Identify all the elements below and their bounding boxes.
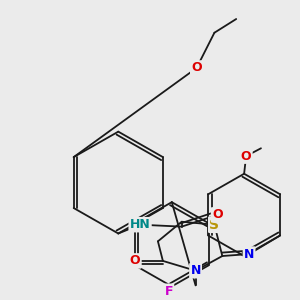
Text: HN: HN [130,218,151,231]
Text: O: O [241,150,251,163]
Text: O: O [130,254,140,267]
Text: N: N [190,264,201,277]
Text: S: S [209,218,219,232]
Text: O: O [212,208,223,221]
Text: O: O [191,61,202,74]
Text: N: N [244,248,254,261]
Text: F: F [165,285,173,298]
